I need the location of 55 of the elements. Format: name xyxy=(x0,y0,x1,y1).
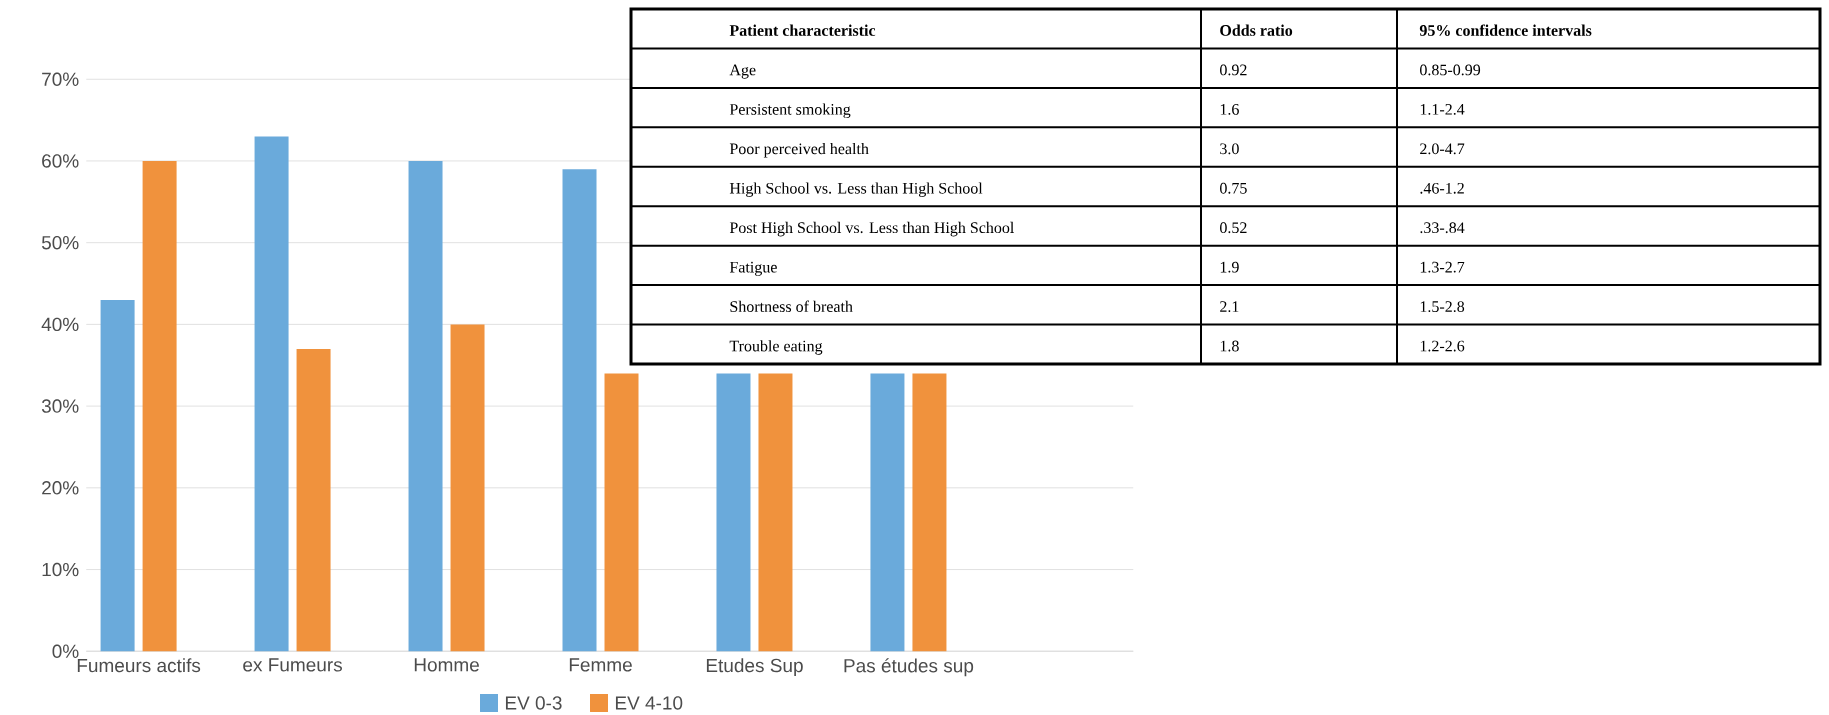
annotation: High School vs. Less than High School xyxy=(729,182,983,197)
bar xyxy=(254,136,289,652)
text: .33-.84 xyxy=(1420,222,1465,234)
annotation: Post High School vs. Less than High School xyxy=(729,221,1014,237)
bar xyxy=(716,373,751,652)
y-tick-label: 10% xyxy=(42,562,79,577)
bar xyxy=(450,324,485,652)
y-tick-label: 30% xyxy=(41,399,79,413)
y-tick-label: 50% xyxy=(41,235,79,250)
bar xyxy=(758,373,793,652)
legend-label: EV 4-10 xyxy=(615,696,683,710)
x-tick-label: ex Fumeurs xyxy=(243,658,342,672)
text: Patient characteristic xyxy=(729,24,876,36)
x-tick-label: Fumeurs actifs xyxy=(77,658,201,673)
y-tick-label: 70% xyxy=(42,72,79,86)
annotation: Poor perceived health xyxy=(729,142,869,158)
text: 1.2-2.6 xyxy=(1420,340,1465,352)
x-tick-label: Etudes Sup xyxy=(706,658,803,676)
text: 95% confidence intervals xyxy=(1419,24,1592,36)
text: 0.85-0.99 xyxy=(1420,64,1481,76)
annotation: Trouble eating xyxy=(729,340,823,355)
annotation: Shortness of breath xyxy=(730,300,853,312)
x-tick-label: Pas études sup xyxy=(844,658,974,677)
text: .46-1.2 xyxy=(1420,182,1464,194)
text: 2.1 xyxy=(1220,301,1239,313)
text: Age xyxy=(729,64,756,79)
text: 1.6 xyxy=(1220,104,1239,115)
x-tick-label: Femme xyxy=(569,658,632,672)
text: 0.75 xyxy=(1220,182,1247,194)
text: 1.9 xyxy=(1220,261,1239,273)
bar xyxy=(912,373,947,652)
y-tick-label: 20% xyxy=(42,481,79,495)
legend-label: EV 0-3 xyxy=(505,696,562,710)
text: 1.3-2.7 xyxy=(1420,261,1465,273)
y-tick-label: 0% xyxy=(52,644,79,658)
bar xyxy=(562,169,597,652)
annotation: Persistent smoking xyxy=(729,103,851,119)
bar xyxy=(296,348,331,652)
x-tick-label: Homme xyxy=(414,658,479,672)
bar xyxy=(142,160,177,652)
y-tick-label: 40% xyxy=(41,317,79,332)
text: 0.92 xyxy=(1220,64,1247,76)
text: 3.0 xyxy=(1220,143,1239,155)
bar xyxy=(870,373,905,652)
bar xyxy=(604,373,639,652)
text: 1.8 xyxy=(1220,340,1239,352)
text: 0.52 xyxy=(1220,222,1247,234)
text: 2.0-4.7 xyxy=(1420,143,1465,155)
text: 1.1-2.4 xyxy=(1420,104,1465,115)
text: Odds ratio xyxy=(1220,24,1293,36)
text: 1.5-2.8 xyxy=(1420,301,1465,313)
bar xyxy=(408,160,443,652)
annotation: Fatigue xyxy=(729,261,777,276)
y-tick-label: 60% xyxy=(42,154,79,168)
bar xyxy=(100,299,135,652)
